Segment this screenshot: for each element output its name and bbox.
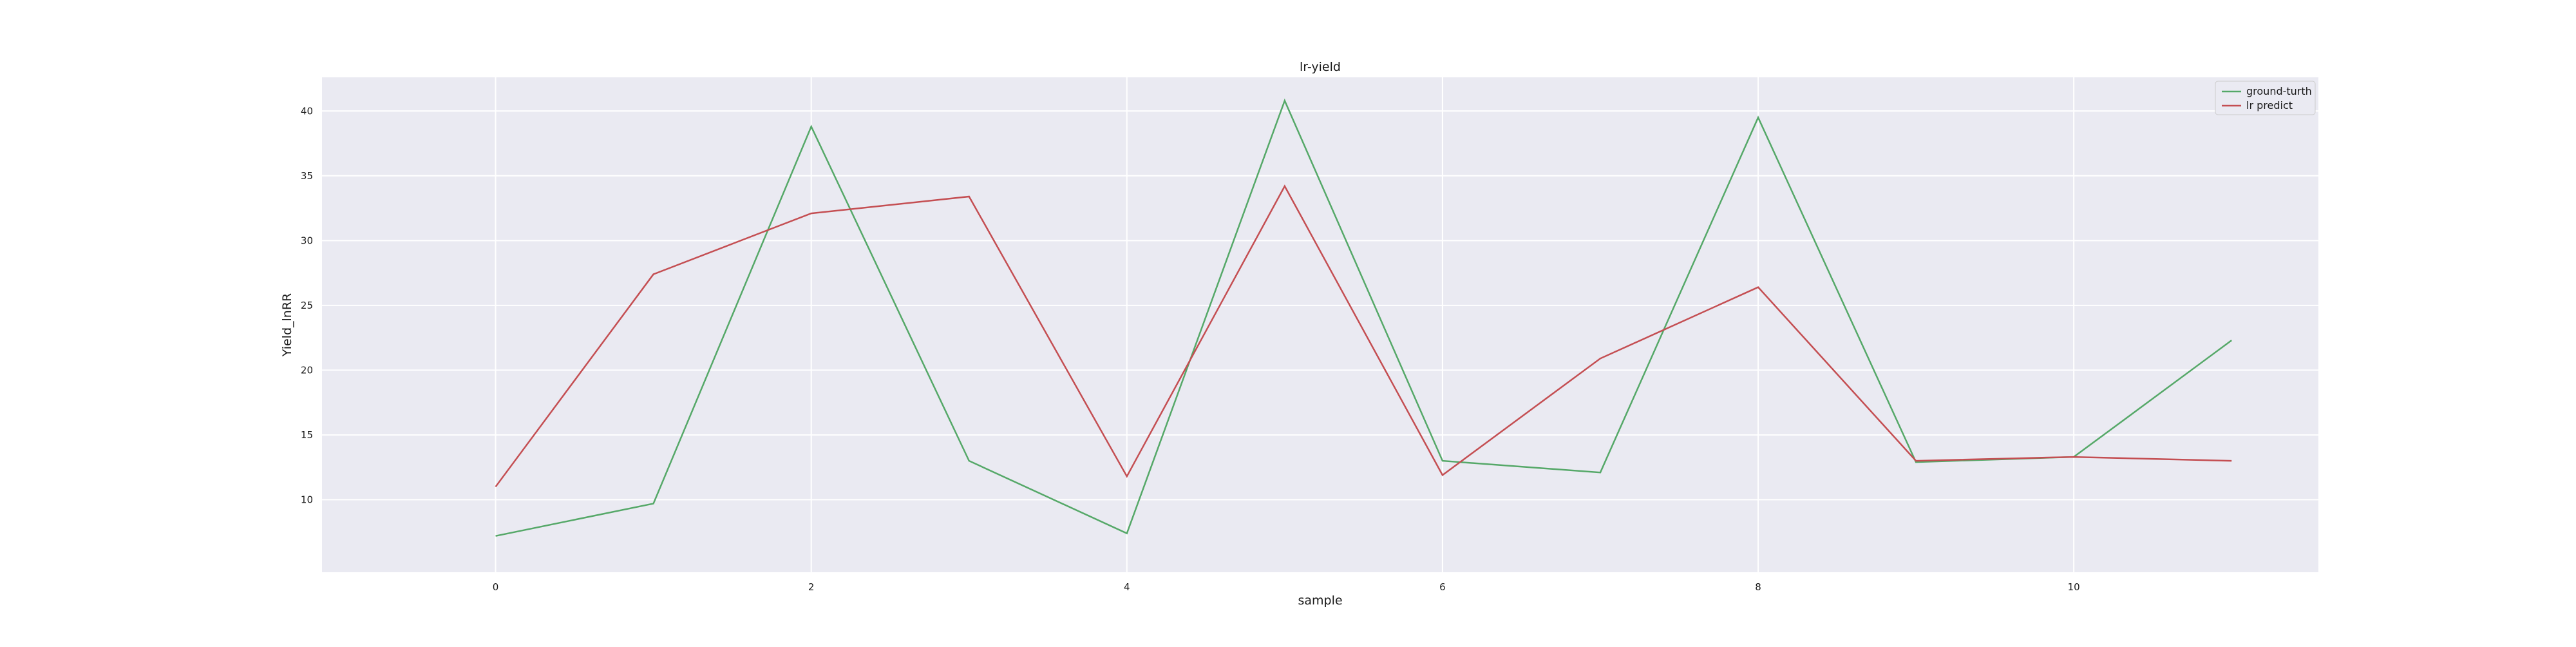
x-tick-label: 10 bbox=[2068, 581, 2080, 593]
x-tick-label: 2 bbox=[808, 581, 815, 593]
x-axis-ticks: 0 2 4 6 8 10 bbox=[493, 581, 2080, 593]
series-line-lr-predict bbox=[495, 184, 2232, 488]
y-tick-label: 20 bbox=[301, 364, 313, 376]
y-tick-label: 15 bbox=[301, 429, 313, 441]
x-tick-label: 4 bbox=[1124, 581, 1130, 593]
y-tick-label: 25 bbox=[301, 300, 313, 311]
plot-area bbox=[322, 77, 2318, 572]
y-tick-label: 35 bbox=[301, 170, 313, 182]
y-tick-label: 10 bbox=[301, 494, 313, 505]
legend-label: ground-turth bbox=[2246, 85, 2312, 97]
y-tick-label: 40 bbox=[301, 105, 313, 117]
series-lines bbox=[495, 98, 2232, 537]
x-tick-label: 6 bbox=[1439, 581, 1446, 593]
y-axis-title: Yield_lnRR bbox=[280, 293, 294, 357]
x-axis-title: sample bbox=[1298, 594, 1342, 608]
y-axis-ticks: 10 15 20 25 30 35 40 bbox=[301, 105, 313, 505]
y-tick-label: 30 bbox=[301, 235, 313, 246]
series-line-ground-truth bbox=[495, 98, 2232, 537]
x-tick-label: 8 bbox=[1755, 581, 1761, 593]
legend-label: lr predict bbox=[2246, 99, 2293, 111]
chart-title: lr-yield bbox=[1300, 60, 1341, 74]
legend: ground-turth lr predict bbox=[2215, 81, 2316, 115]
x-tick-label: 0 bbox=[493, 581, 499, 593]
